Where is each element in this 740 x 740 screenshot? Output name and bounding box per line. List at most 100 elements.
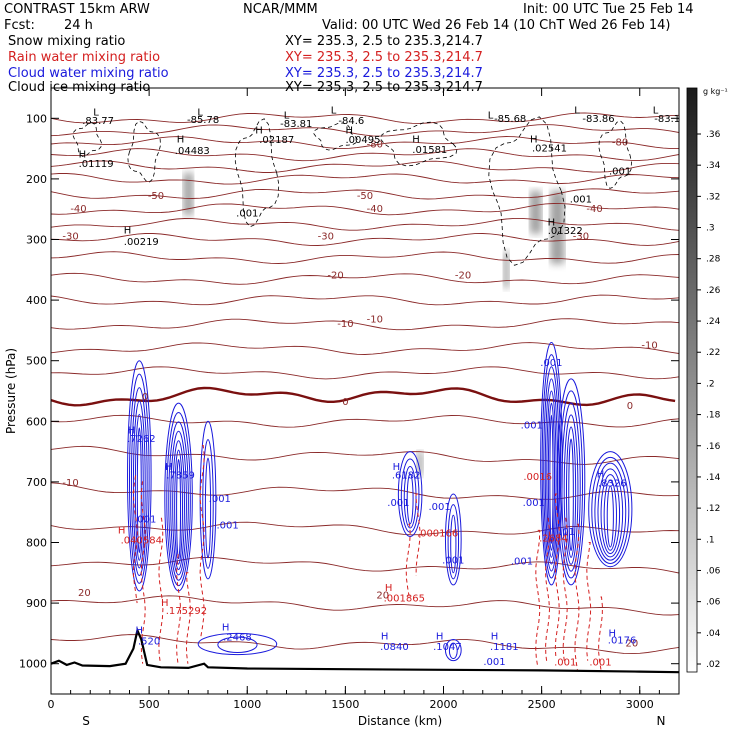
rain-label: H [385,583,393,594]
cloud-contour [549,414,554,544]
colorbar-tick-label: .12 [706,504,720,514]
snow-contour [72,122,102,157]
snow-label: H [255,125,263,136]
cloud-contour [132,400,146,569]
rain-contour [140,481,146,664]
isotherm-label: -40 [70,204,86,215]
isotherm-label: -50 [357,191,373,202]
cloud-label: .001 [540,358,562,369]
snow-label: -83.86 [582,114,614,125]
snow-label: H [530,135,538,146]
cloud-contour [202,439,214,569]
cloud-label: .001 [523,498,545,509]
cloud-contour [603,479,617,551]
colorbar-tick-label: .16 [706,442,721,452]
colorbar-tick-label: .26 [706,286,721,296]
snow-label: H [79,150,87,161]
cloud-label: H [128,425,136,436]
ice-shading [550,191,565,264]
isotherm-label: -50 [148,191,164,202]
x-tick-label: 3000 [626,698,654,711]
y-axis-label: Pressure (hPa) [4,348,18,434]
colorbar-unit: g kg⁻¹ [703,87,728,96]
x-tick-label: 2000 [430,698,458,711]
freezing-level [51,386,676,407]
rain-label: .2684 [539,533,568,544]
colorbar-tick-label: .1 [706,535,715,545]
cloud-contour [447,504,460,580]
cloud-label: .2468 [223,633,252,644]
snow-label: -83.1 [654,114,680,125]
cloud-contour [568,438,574,552]
cloud-contour [546,390,557,558]
isotherm [51,124,679,137]
snow-label: -84.6 [338,116,364,127]
snow-contour [127,120,161,183]
snow-label: H [124,225,132,236]
cloud-contour [591,456,630,564]
rain-label: .001 [554,658,576,669]
isotherm-label: -80 [612,138,628,149]
isotherm [51,318,679,331]
cloud-contour [556,378,586,586]
isotherm [51,482,679,500]
isotherm-label: -10 [367,315,383,326]
isotherm [51,160,679,173]
snow-label: -85.68 [494,114,526,125]
rain-label: .0016 [523,472,552,483]
isotherm-label: -40 [367,204,383,215]
cloud-label: .001 [483,657,505,668]
colorbar [686,87,698,673]
isotherm-label: -20 [327,270,343,281]
terrain-surface [51,626,679,674]
cloud-label: .001 [387,498,409,509]
cloud-label: .01 [559,527,575,538]
cloud-label: H [381,632,389,643]
y-tick-label: 700 [26,476,47,489]
colorbar-tick-label: .22 [706,348,720,358]
ice-shading [183,172,194,216]
rain-contour [544,517,551,664]
colorbar-tick-label: .36 [706,130,721,140]
cloud-contour [197,632,278,656]
x-tick-label: 0 [48,698,55,711]
cloud-water-field-xy: XY= 235.3, 2.5 to 235.3,214.7 [285,66,483,81]
cloud-contour [403,465,417,529]
isotherm-label: -20 [455,270,471,281]
rain-field-xy: XY= 235.3, 2.5 to 235.3,214.7 [285,50,483,65]
isotherm [51,634,679,655]
colorbar-tick-label: .28 [706,255,721,265]
cloud-label: .7859 [166,470,195,481]
snow-label: .04483 [175,146,210,157]
isotherm-label: 0 [342,397,348,408]
rain-label: .000166 [417,528,458,539]
colorbar-tick-label: .06 [706,566,721,576]
snow-label: H [177,135,185,146]
cloud-contour [204,457,212,559]
rain-contour [132,475,138,604]
isotherm [51,272,679,285]
snow-contour [234,118,280,228]
cloud-label: H [393,462,401,473]
rain-contour [158,517,164,664]
isotherm [51,217,679,231]
snow-label: .001 [236,209,258,220]
rain-contour [562,517,568,664]
cloud-contour [176,458,182,560]
isotherm-label: -30 [573,232,589,243]
rain-label: .001 [589,658,611,669]
rain-contour [574,523,580,670]
cloud-label: H [165,462,173,473]
snow-label: L [653,106,659,117]
y-tick-label: 600 [26,415,47,428]
snow-field-label: Snow mixing ratio [8,34,126,49]
cloud-label: .7262 [127,434,156,445]
isotherm-label: 20 [376,590,389,601]
cloud-contour [444,493,462,586]
rain-contour [535,529,541,667]
snow-label: L [284,110,290,121]
isotherm-label: 20 [626,639,639,650]
colorbar-tick-label: .04 [706,629,721,639]
org-label: NCAR/MMM [243,2,318,17]
